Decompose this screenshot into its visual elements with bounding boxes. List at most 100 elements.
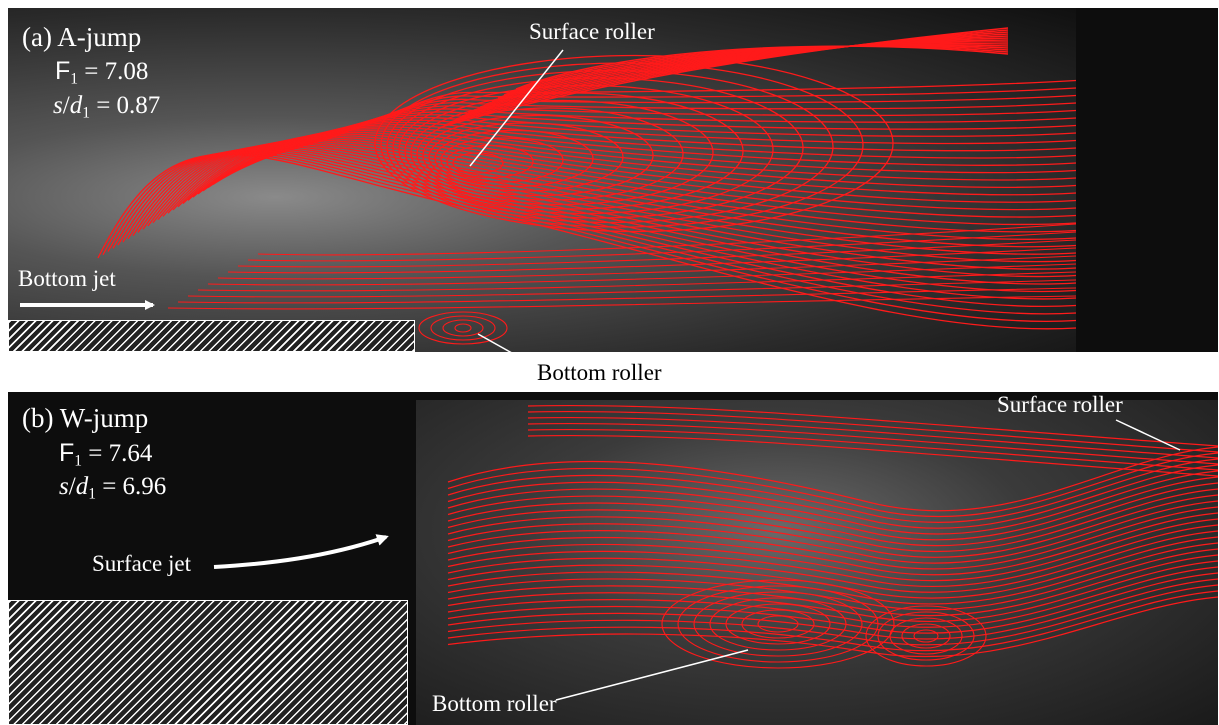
streamline xyxy=(437,27,1009,129)
ratio-s: s xyxy=(53,92,63,119)
bottom-roller-streamline xyxy=(442,319,484,337)
bottom-roller-streamline xyxy=(913,629,939,643)
froude-value: = 7.08 xyxy=(78,58,149,85)
panel-b-surface-jet-label: Surface jet xyxy=(92,551,191,576)
surface-roller-streamline xyxy=(416,107,684,201)
streamline xyxy=(222,116,1077,179)
streamline xyxy=(212,121,1077,185)
ratio-slash: / xyxy=(68,473,76,500)
panel-b-ratio: s/d1 = 6.96 xyxy=(59,474,166,502)
streamline xyxy=(447,530,1218,593)
streamline xyxy=(217,119,1077,182)
streamline xyxy=(447,458,1218,523)
ratio-sub: 1 xyxy=(82,104,90,122)
panel-b-image: (b) W-jump F1 = 7.64 s/d1 = 6.96 Surface… xyxy=(8,392,1218,725)
streamline xyxy=(227,114,1077,176)
froude-value: = 7.64 xyxy=(82,440,153,467)
streamline xyxy=(527,410,1218,453)
streamline xyxy=(107,151,1077,315)
bottom-roller-streamline xyxy=(901,623,951,649)
bottom-roller-streamline xyxy=(877,611,975,661)
streamline xyxy=(237,239,1077,268)
surface-roller-streamline xyxy=(380,62,864,228)
panel-b-step-hatch xyxy=(8,600,408,725)
streamline xyxy=(237,108,1077,170)
panel-b-bottom-roller-label: Bottom roller xyxy=(432,691,557,716)
panel-a-froude: F1 = 7.08 xyxy=(55,59,148,87)
streamline xyxy=(447,524,1218,588)
streamline xyxy=(447,566,1218,628)
surface-roller-streamline xyxy=(374,54,894,233)
streamline xyxy=(162,139,1077,233)
streamline xyxy=(447,506,1218,570)
surface-roller-streamline xyxy=(386,69,834,224)
bottom-roller-leader xyxy=(555,649,749,701)
streamline xyxy=(527,434,1218,477)
ratio-slash: / xyxy=(62,92,70,119)
surface-roller-streamline xyxy=(440,137,564,183)
ratio-value: = 0.87 xyxy=(89,92,161,119)
panel-a-bottom-roller-label: Bottom roller xyxy=(537,360,662,385)
streamline xyxy=(247,231,1077,262)
panel-a-image: (a) A-jump F1 = 7.08 s/d1 = 0.87 Surface… xyxy=(8,8,1218,352)
streamline xyxy=(447,470,1218,535)
streamline xyxy=(461,35,1009,117)
panel-a-bottom-jet-label: Bottom jet xyxy=(18,266,116,291)
streamline xyxy=(177,134,1077,211)
surface-roller-leader xyxy=(1115,419,1181,451)
streamline xyxy=(167,295,1077,310)
streamline xyxy=(257,223,1077,256)
streamline xyxy=(182,133,1077,205)
streamline xyxy=(172,136,1077,218)
streamline xyxy=(197,128,1077,195)
streamline xyxy=(447,590,1218,652)
streamline xyxy=(447,554,1218,617)
bottom-roller-streamline xyxy=(693,591,863,657)
streamline xyxy=(447,512,1218,576)
streamline xyxy=(192,130,1077,198)
streamline xyxy=(447,464,1218,529)
surface-roller-streamline xyxy=(428,122,624,192)
surface-roller-streamline xyxy=(398,84,774,215)
streamline xyxy=(247,101,1077,163)
streamline xyxy=(147,142,1077,255)
froude-sub: 1 xyxy=(74,452,83,470)
streamline xyxy=(447,500,1218,564)
streamline xyxy=(527,404,1218,447)
bottom-roller-streamline xyxy=(865,605,987,667)
streamline xyxy=(509,45,1009,93)
streamline xyxy=(447,446,1218,512)
ratio-sub: 1 xyxy=(88,485,96,503)
streamline xyxy=(527,428,1218,471)
panel-a-surface-roller-label: Surface roller xyxy=(529,19,655,44)
streamline xyxy=(217,255,1077,280)
streamline xyxy=(112,150,1077,308)
bottom-roller-streamline xyxy=(709,597,847,651)
streamline xyxy=(447,536,1218,599)
streamline xyxy=(447,476,1218,541)
bottom-roller-streamline xyxy=(725,603,831,645)
froude-sub: 1 xyxy=(70,70,79,88)
panel-b-streamlines xyxy=(213,404,1218,701)
streamline xyxy=(102,152,1077,322)
streamline xyxy=(473,39,1009,111)
panel-a-step-hatch xyxy=(8,320,415,352)
panel-b-title: (b) W-jump xyxy=(22,403,149,433)
streamline xyxy=(447,494,1218,558)
streamline xyxy=(187,279,1077,298)
streamline xyxy=(177,287,1077,304)
streamline xyxy=(207,124,1077,189)
surface-roller-streamline xyxy=(434,129,594,188)
streamline xyxy=(443,29,1009,126)
streamline xyxy=(232,111,1077,173)
streamline xyxy=(152,141,1077,248)
bottom-roller-streamline xyxy=(741,609,815,639)
streamline xyxy=(207,263,1077,286)
streamline xyxy=(447,548,1218,611)
panel-a-ratio: s/d1 = 0.87 xyxy=(53,93,160,121)
streamline xyxy=(527,416,1218,459)
panel-a-streamlines xyxy=(20,27,1077,352)
bottom-roller-streamline xyxy=(677,585,879,663)
streamline xyxy=(447,560,1218,623)
streamline xyxy=(447,488,1218,553)
